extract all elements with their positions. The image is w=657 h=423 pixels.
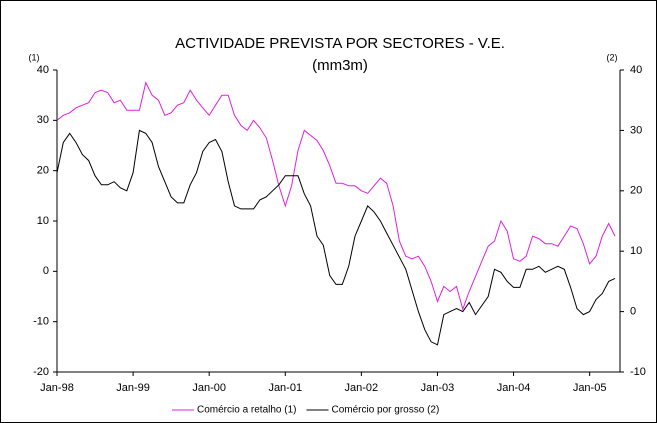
y2-tick-label: 0 [630, 306, 636, 318]
y-tick-label: 40 [37, 64, 49, 76]
y-tick-label: 30 [37, 114, 49, 126]
chart-subtitle: (mm3m) [312, 57, 368, 74]
x-tick-label: Jan-01 [268, 382, 302, 394]
y-tick-label: 0 [43, 265, 49, 277]
legend-label: Comércio a retalho (1) [197, 405, 296, 416]
x-tick-label: Jan-02 [345, 382, 379, 394]
x-tick-label: Jan-04 [497, 382, 531, 394]
y-axis-label: (1) [29, 52, 40, 62]
y2-tick-label: -10 [630, 366, 646, 378]
y-tick-label: 20 [37, 165, 49, 177]
y-tick-label: 10 [37, 215, 49, 227]
y2-tick-label: 20 [630, 185, 642, 197]
x-tick-label: Jan-03 [421, 382, 455, 394]
y-tick-label: -10 [33, 316, 49, 328]
y2-tick-label: 40 [630, 64, 642, 76]
y2-tick-label: 10 [630, 245, 642, 257]
chart-title: ACTIVIDADE PREVISTA POR SECTORES - V.E. [175, 35, 505, 52]
x-tick-label: Jan-05 [573, 382, 607, 394]
legend-label: Comércio por grosso (2) [331, 405, 439, 416]
y2-axis-label: (2) [607, 52, 618, 62]
series-line [56, 81, 616, 311]
x-tick-label: Jan-00 [192, 382, 226, 394]
y-tick-label: -20 [33, 366, 49, 378]
series-line [56, 129, 616, 346]
y2-tick-label: 30 [630, 124, 642, 136]
x-tick-label: Jan-98 [40, 382, 74, 394]
x-tick-label: Jan-99 [116, 382, 150, 394]
